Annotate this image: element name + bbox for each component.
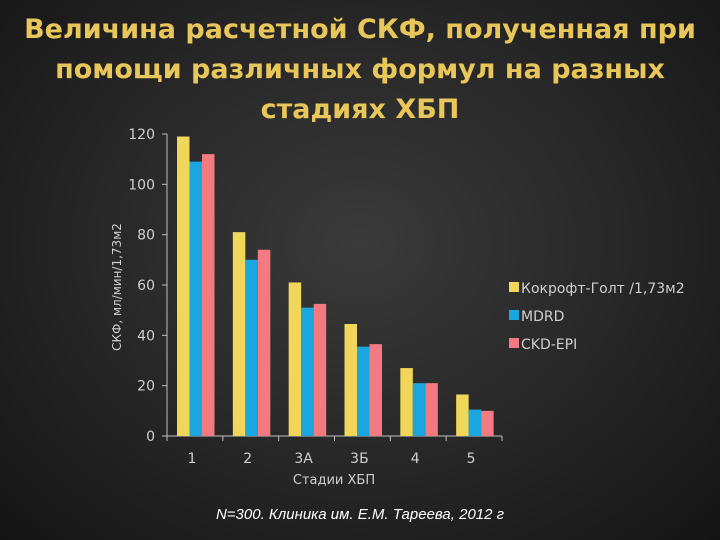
x-axis-title: Стадии ХБП <box>293 473 375 488</box>
y-tick-label: 60 <box>137 278 155 294</box>
x-tick-label: 4 <box>411 451 420 467</box>
legend-swatch <box>509 338 519 348</box>
bar <box>313 303 327 436</box>
bar <box>344 324 357 436</box>
bar <box>232 232 246 436</box>
legend-label: CKD-EPI <box>521 337 577 353</box>
bar <box>481 410 494 436</box>
x-tick-label: 2 <box>243 451 252 467</box>
bar <box>257 249 271 436</box>
bar <box>468 409 482 436</box>
bar <box>189 161 202 436</box>
y-tick-label: 20 <box>137 379 155 395</box>
bar <box>400 368 413 436</box>
bar <box>288 282 302 436</box>
legend-label: Кокрофт-Голт /1,73м2 <box>521 281 685 297</box>
bar <box>425 383 438 436</box>
x-tick-label: 1 <box>187 451 196 467</box>
y-tick-label: 80 <box>137 228 155 244</box>
legend-label: MDRD <box>521 309 564 325</box>
bar <box>245 259 258 436</box>
bar <box>412 383 426 436</box>
y-tick-label: 100 <box>128 177 155 193</box>
legend-swatch <box>509 282 519 292</box>
x-tick-label: 3Б <box>350 451 369 467</box>
footnote: N=300. Клиника им. Е.М. Тареева, 2012 г <box>215 506 505 523</box>
bar <box>202 154 215 436</box>
y-tick-label: 40 <box>137 328 155 344</box>
y-axis-title: СКФ, мл/мин/1,73м2 <box>110 223 124 351</box>
y-tick-label: 0 <box>146 429 155 445</box>
x-tick-label: 5 <box>467 451 476 467</box>
bar <box>301 307 314 436</box>
bar <box>369 344 382 436</box>
title-line-3: стадиях ХБП <box>260 94 460 125</box>
title-line-1: Величина расчетной СКФ, полученная при <box>24 14 696 45</box>
chart-title: Величина расчетной СКФ, полученная при п… <box>20 10 700 130</box>
legend-swatch <box>509 310 519 320</box>
bar <box>177 136 190 436</box>
title-line-2: помощи различных формул на разных <box>55 54 665 85</box>
x-tick-label: 3А <box>294 451 313 467</box>
bar <box>357 346 370 436</box>
bar <box>456 394 469 436</box>
y-tick-label: 120 <box>128 127 155 143</box>
